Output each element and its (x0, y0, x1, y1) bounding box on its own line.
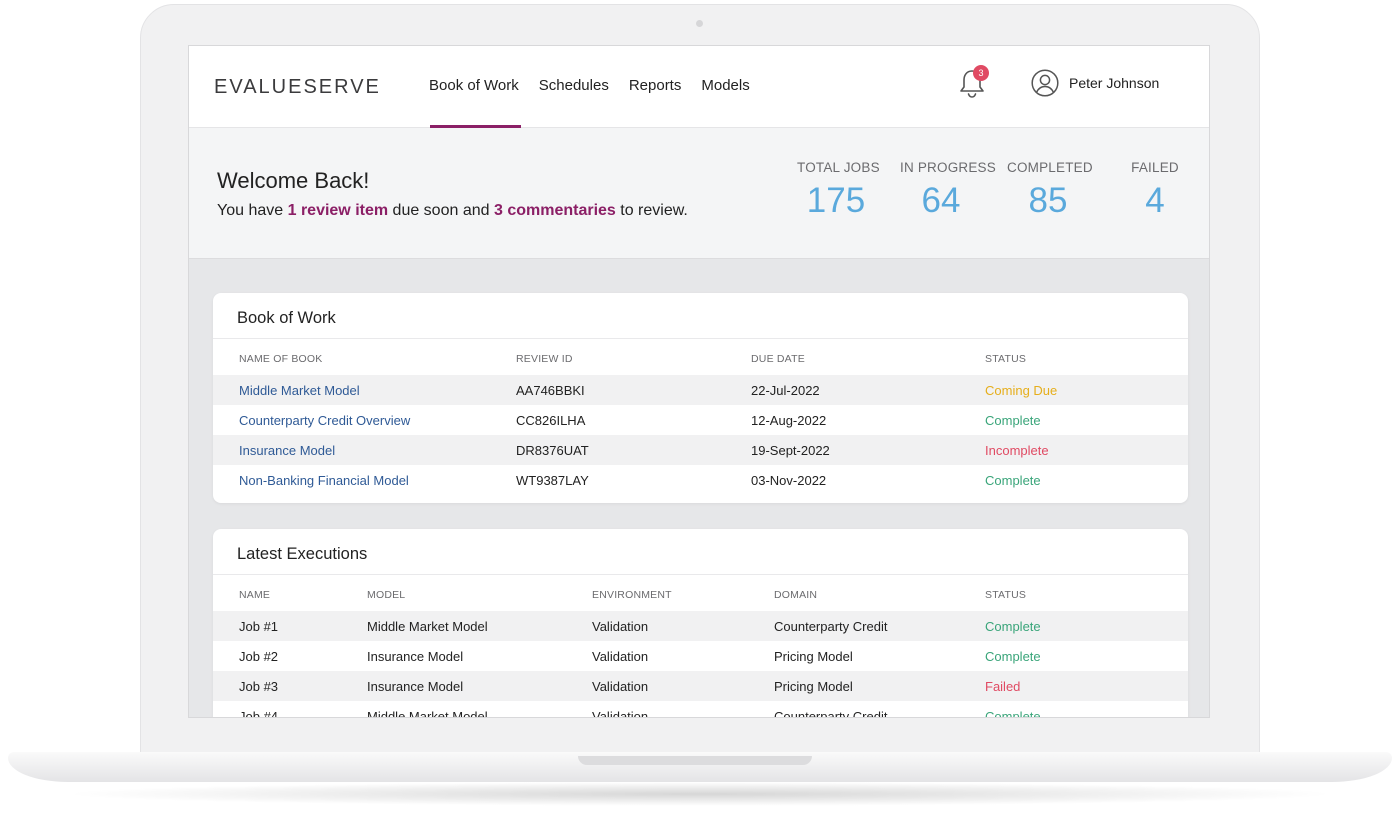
table-row[interactable]: Counterparty Credit Overview CC826ILHA 1… (213, 405, 1188, 435)
nav-schedules[interactable]: Schedules (538, 77, 609, 94)
table-row[interactable]: Job #1 Middle Market Model Validation Co… (213, 611, 1188, 641)
due-date: 22-Jul-2022 (751, 383, 820, 398)
card-title: Book of Work (237, 309, 336, 327)
card-title: Latest Executions (237, 545, 368, 563)
stat-total-jobs: TOTAL JOBS 175 (797, 160, 880, 221)
job-name: Job #2 (239, 649, 279, 664)
latest-executions-card: Latest Executions NAME MODEL ENVIRONMENT… (213, 529, 1188, 718)
table-row[interactable]: Insurance Model DR8376UAT 19-Sept-2022 I… (213, 435, 1188, 465)
laptop-camera (696, 20, 703, 27)
environment: Validation (592, 679, 649, 694)
column-header[interactable]: STATUS (985, 353, 1027, 365)
stat-failed: FAILED 4 (1128, 160, 1182, 221)
nav-book-of-work[interactable]: Book of Work (429, 46, 521, 128)
status-text: Coming Due (985, 383, 1058, 398)
column-header[interactable]: MODEL (367, 589, 406, 601)
column-header[interactable]: REVIEW ID (516, 353, 573, 365)
stat-value: 4 (1145, 181, 1165, 220)
domain: Pricing Model (774, 649, 853, 664)
user-circle-icon[interactable] (1031, 69, 1059, 97)
model-name: Middle Market Model (367, 619, 488, 634)
review-id: CC826ILHA (516, 413, 586, 428)
due-date: 12-Aug-2022 (751, 413, 827, 428)
domain: Counterparty Credit (774, 709, 888, 718)
welcome-title: Welcome Back! (217, 168, 370, 193)
model-name: Insurance Model (367, 679, 464, 694)
book-name-link[interactable]: Insurance Model (239, 443, 336, 458)
divider (213, 338, 1188, 339)
main-nav: Book of Work Schedules Reports Models (429, 46, 770, 128)
top-navigation-bar: EVALUESERVE Book of Work Schedules Repor… (189, 46, 1209, 128)
commentaries-link[interactable]: 3 commentaries (493, 202, 616, 219)
divider (213, 574, 1188, 575)
welcome-suffix: to review. (615, 202, 688, 219)
table-row[interactable]: Job #2 Insurance Model Validation Pricin… (213, 641, 1188, 671)
environment: Validation (592, 709, 649, 718)
notification-badge: 3 (973, 65, 989, 81)
review-id: WT9387LAY (516, 473, 589, 488)
column-header[interactable]: STATUS (985, 589, 1027, 601)
review-id: DR8376UAT (516, 443, 589, 458)
status-text: Complete (985, 473, 1041, 488)
stat-label: FAILED (1131, 160, 1179, 175)
welcome-panel: Welcome Back! You have 1 review item due… (189, 128, 1209, 259)
user-name[interactable]: Peter Johnson (1069, 75, 1160, 91)
book-of-work-card: Book of Work NAME OF BOOK REVIEW ID DUE … (213, 293, 1188, 503)
status-text: Complete (985, 709, 1041, 718)
nav-models[interactable]: Models (701, 77, 750, 94)
welcome-mid: due soon and (388, 202, 494, 219)
job-name: Job #4 (239, 709, 279, 718)
stat-label: TOTAL JOBS (797, 160, 880, 175)
model-name: Insurance Model (367, 649, 464, 664)
domain: Counterparty Credit (774, 619, 888, 634)
review-item-link[interactable]: 1 review item (287, 202, 389, 219)
table-row[interactable]: Job #3 Insurance Model Validation Pricin… (213, 671, 1188, 701)
environment: Validation (592, 649, 649, 664)
app-screen: EVALUESERVE Book of Work Schedules Repor… (188, 45, 1210, 718)
welcome-message: You have 1 review item due soon and 3 co… (217, 202, 688, 220)
book-name-link[interactable]: Middle Market Model (239, 383, 360, 398)
logo[interactable]: EVALUESERVE (214, 76, 381, 98)
due-date: 19-Sept-2022 (751, 443, 830, 458)
column-header[interactable]: NAME (239, 589, 271, 601)
column-header[interactable]: ENVIRONMENT (592, 589, 672, 601)
book-name-link[interactable]: Non-Banking Financial Model (239, 473, 409, 488)
due-date: 03-Nov-2022 (751, 473, 827, 488)
status-text: Complete (985, 649, 1041, 664)
environment: Validation (592, 619, 649, 634)
job-name: Job #3 (239, 679, 279, 694)
book-name-link[interactable]: Counterparty Credit Overview (239, 413, 411, 428)
stat-in-progress: IN PROGRESS 64 (900, 160, 996, 221)
job-name: Job #1 (239, 619, 279, 634)
column-header[interactable]: NAME OF BOOK (239, 353, 323, 365)
nav-reports[interactable]: Reports (628, 77, 682, 94)
laptop-shadow (60, 782, 1340, 806)
stat-value: 175 (806, 181, 866, 220)
review-id: AA746BBKI (516, 383, 585, 398)
table-row[interactable]: Middle Market Model AA746BBKI 22-Jul-202… (213, 375, 1188, 405)
status-text: Failed (985, 679, 1021, 694)
laptop-notch (578, 756, 812, 765)
stat-value: 85 (1028, 181, 1068, 220)
table-row[interactable]: Job #4 Middle Market Model Validation Co… (213, 701, 1188, 718)
model-name: Middle Market Model (367, 709, 488, 718)
stat-value: 64 (921, 181, 961, 220)
stat-completed: COMPLETED 85 (1007, 160, 1093, 221)
status-text: Incomplete (985, 443, 1049, 458)
welcome-prefix: You have (217, 202, 288, 219)
column-header[interactable]: DOMAIN (774, 589, 818, 601)
stat-label: IN PROGRESS (900, 160, 996, 175)
table-row[interactable]: Non-Banking Financial Model WT9387LAY 03… (213, 465, 1188, 495)
status-text: Complete (985, 619, 1041, 634)
column-header[interactable]: DUE DATE (751, 353, 805, 365)
domain: Pricing Model (774, 679, 853, 694)
stat-label: COMPLETED (1007, 160, 1093, 175)
status-text: Complete (985, 413, 1041, 428)
